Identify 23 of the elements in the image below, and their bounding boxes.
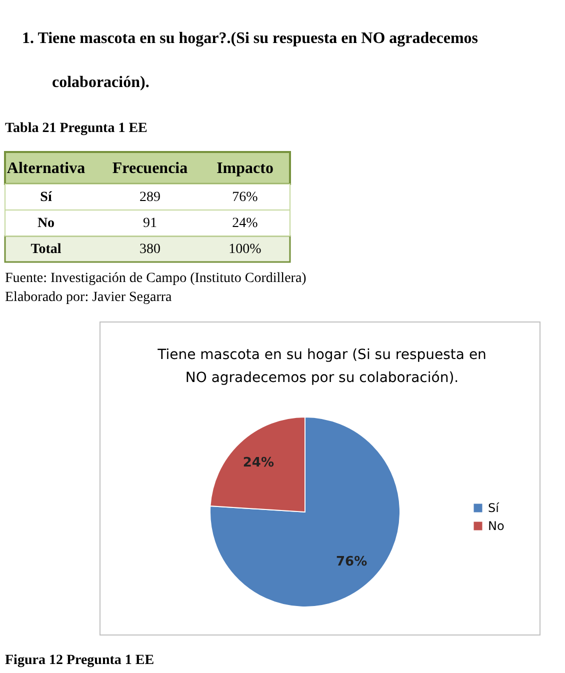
text: Impacto — [216, 160, 274, 177]
text: Tabla 21 Pregunta 1 EE — [5, 121, 148, 136]
text: 100% — [228, 242, 262, 257]
text: Alternativa — [6, 160, 86, 177]
text: Frecuencia — [112, 160, 188, 177]
source-note: Fuente: Investigación de Campo (Instituto Cordillera) — [5, 271, 307, 286]
data-label: 24% — [242, 455, 274, 470]
text: 76% — [232, 190, 258, 205]
text: 24% — [232, 216, 258, 231]
chart-title: Tiene mascota en su hogar (Si su respuesta en NO agradecemos por su colaboración). — [156, 347, 486, 386]
text: 91 — [143, 216, 157, 231]
text: 380 — [140, 242, 160, 257]
text: No — [37, 216, 55, 231]
text: Elaborado por: Javier Segarra — [5, 290, 173, 305]
chart-title: 1. Tiene mascota en su hogar?.(Si su respuesta en NO agradecemos colaboración). — [22, 30, 478, 91]
legend-label: Sí — [488, 501, 500, 515]
pie-slice — [210, 416, 400, 608]
data-label: 76% — [336, 554, 368, 570]
text: Total — [30, 242, 62, 257]
text: 289 — [140, 190, 160, 205]
legend-label: No — [488, 519, 504, 533]
text: Figura 12 Pregunta 1 EE — [5, 653, 154, 668]
text: Sí — [40, 190, 53, 205]
